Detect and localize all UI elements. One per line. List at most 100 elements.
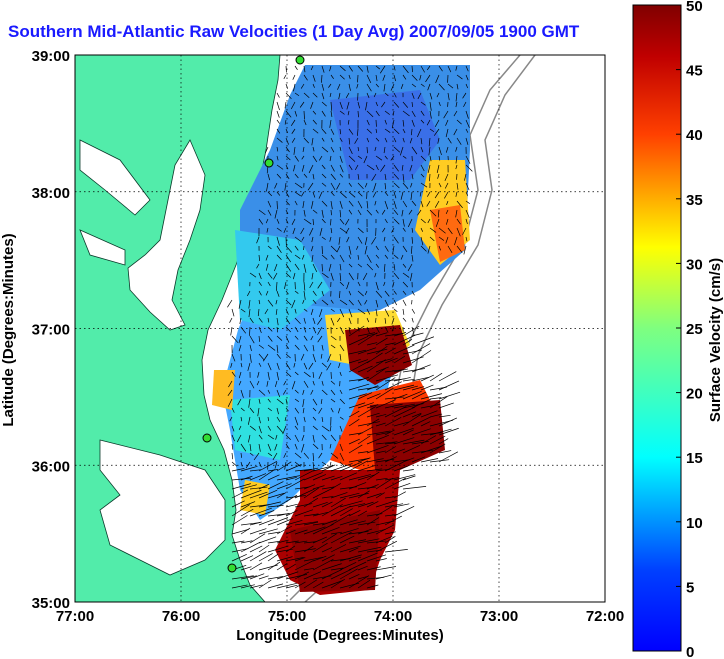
velocity-arrow — [429, 236, 435, 242]
velocity-arrow — [366, 254, 372, 263]
velocity-arrow — [276, 92, 280, 98]
x-tick-label: 74:00 — [374, 608, 412, 625]
velocity-arrow — [303, 521, 319, 526]
velocity-arrow — [375, 65, 381, 70]
velocity-arrow — [249, 473, 267, 481]
velocity-arrow — [276, 539, 289, 544]
velocity-arrow — [330, 308, 335, 312]
velocity-arrow — [312, 542, 328, 553]
velocity-arrow — [318, 371, 323, 380]
velocity-arrow — [402, 457, 415, 463]
velocity-arrow — [267, 317, 270, 323]
velocity-arrow — [266, 182, 269, 192]
velocity-arrow — [420, 236, 424, 246]
velocity-arrow — [294, 236, 302, 243]
velocity-arrow — [393, 191, 397, 199]
velocity-arrow — [339, 173, 344, 178]
velocity-arrow — [276, 173, 282, 179]
velocity-arrow — [253, 452, 260, 461]
velocity-arrow — [375, 574, 392, 580]
velocity-arrow — [339, 472, 357, 481]
velocity-arrow — [276, 218, 280, 224]
velocity-arrow — [375, 332, 388, 337]
velocity-arrow — [276, 101, 280, 111]
velocity-arrow — [339, 137, 343, 142]
velocity-arrow — [249, 533, 266, 544]
velocity-arrow — [402, 200, 408, 208]
velocity-arrow — [258, 362, 262, 367]
velocity-arrow — [366, 528, 386, 535]
velocity-arrow — [357, 308, 366, 315]
velocity-arrow — [303, 263, 307, 273]
velocity-arrow — [453, 110, 458, 117]
velocity-arrow — [375, 209, 379, 214]
velocity-arrow — [366, 209, 373, 216]
velocity-arrow — [231, 515, 248, 526]
velocity-arrow — [348, 359, 361, 364]
velocity-arrow — [312, 407, 317, 412]
velocity-arrow — [339, 508, 353, 517]
velocity-arrow — [393, 448, 406, 454]
velocity-arrow — [321, 526, 340, 535]
velocity-arrow — [283, 227, 287, 233]
velocity-arrow — [339, 344, 345, 352]
velocity-arrow — [384, 290, 390, 297]
velocity-arrow — [356, 245, 359, 250]
velocity-arrow — [247, 416, 251, 425]
velocity-arrow — [375, 254, 380, 259]
velocity-arrow — [339, 74, 345, 80]
velocity-arrow — [285, 464, 302, 472]
velocity-arrow — [402, 308, 405, 315]
velocity-arrow — [411, 110, 416, 117]
velocity-arrow — [294, 581, 306, 589]
velocity-arrow — [436, 164, 440, 174]
velocity-arrow — [454, 236, 458, 246]
velocity-arrow — [312, 434, 315, 443]
velocity-arrow — [438, 83, 445, 91]
velocity-arrow — [267, 540, 280, 544]
velocity-arrow — [294, 326, 299, 333]
velocity-arrow — [310, 308, 314, 315]
velocity-arrow — [227, 398, 233, 407]
velocity-arrow — [318, 155, 323, 161]
velocity-arrow — [249, 353, 252, 363]
velocity-arrow — [294, 557, 306, 562]
velocity-arrow — [339, 568, 358, 580]
velocity-arrow — [330, 128, 335, 135]
velocity-arrow — [420, 110, 425, 116]
y-tick-label: 37:00 — [32, 322, 70, 339]
velocity-arrow — [400, 191, 404, 200]
velocity-arrow — [231, 468, 245, 472]
velocity-arrow — [348, 74, 351, 80]
velocity-arrow — [249, 380, 255, 389]
velocity-arrow — [321, 475, 335, 481]
velocity-arrow — [374, 146, 377, 152]
velocity-arrow — [427, 83, 431, 91]
velocity-arrow — [357, 402, 374, 409]
velocity-arrow — [384, 200, 389, 210]
velocity-arrow — [231, 504, 250, 517]
velocity-arrow — [249, 344, 252, 351]
velocity-arrow — [438, 236, 445, 241]
velocity-arrow — [393, 459, 410, 463]
velocity-arrow — [445, 119, 449, 126]
velocity-arrow — [348, 272, 354, 281]
x-tick-label: 73:00 — [480, 608, 518, 625]
velocity-arrow — [265, 254, 269, 261]
velocity-arrow — [402, 411, 417, 418]
velocity-arrow — [447, 245, 453, 254]
velocity-arrow — [329, 65, 332, 72]
velocity-arrow — [303, 487, 319, 499]
velocity-arrow — [339, 425, 343, 432]
velocity-arrow — [329, 461, 332, 467]
velocity-arrow — [293, 362, 296, 368]
velocity-arrow — [336, 317, 341, 323]
velocity-arrow — [366, 146, 368, 154]
velocity-arrow — [438, 146, 442, 156]
velocity-arrow — [357, 565, 368, 571]
velocity-arrow — [285, 254, 291, 263]
velocity-arrow — [366, 418, 380, 427]
velocity-arrow — [411, 101, 413, 108]
velocity-arrow — [310, 245, 314, 252]
velocity-arrow — [330, 227, 333, 234]
